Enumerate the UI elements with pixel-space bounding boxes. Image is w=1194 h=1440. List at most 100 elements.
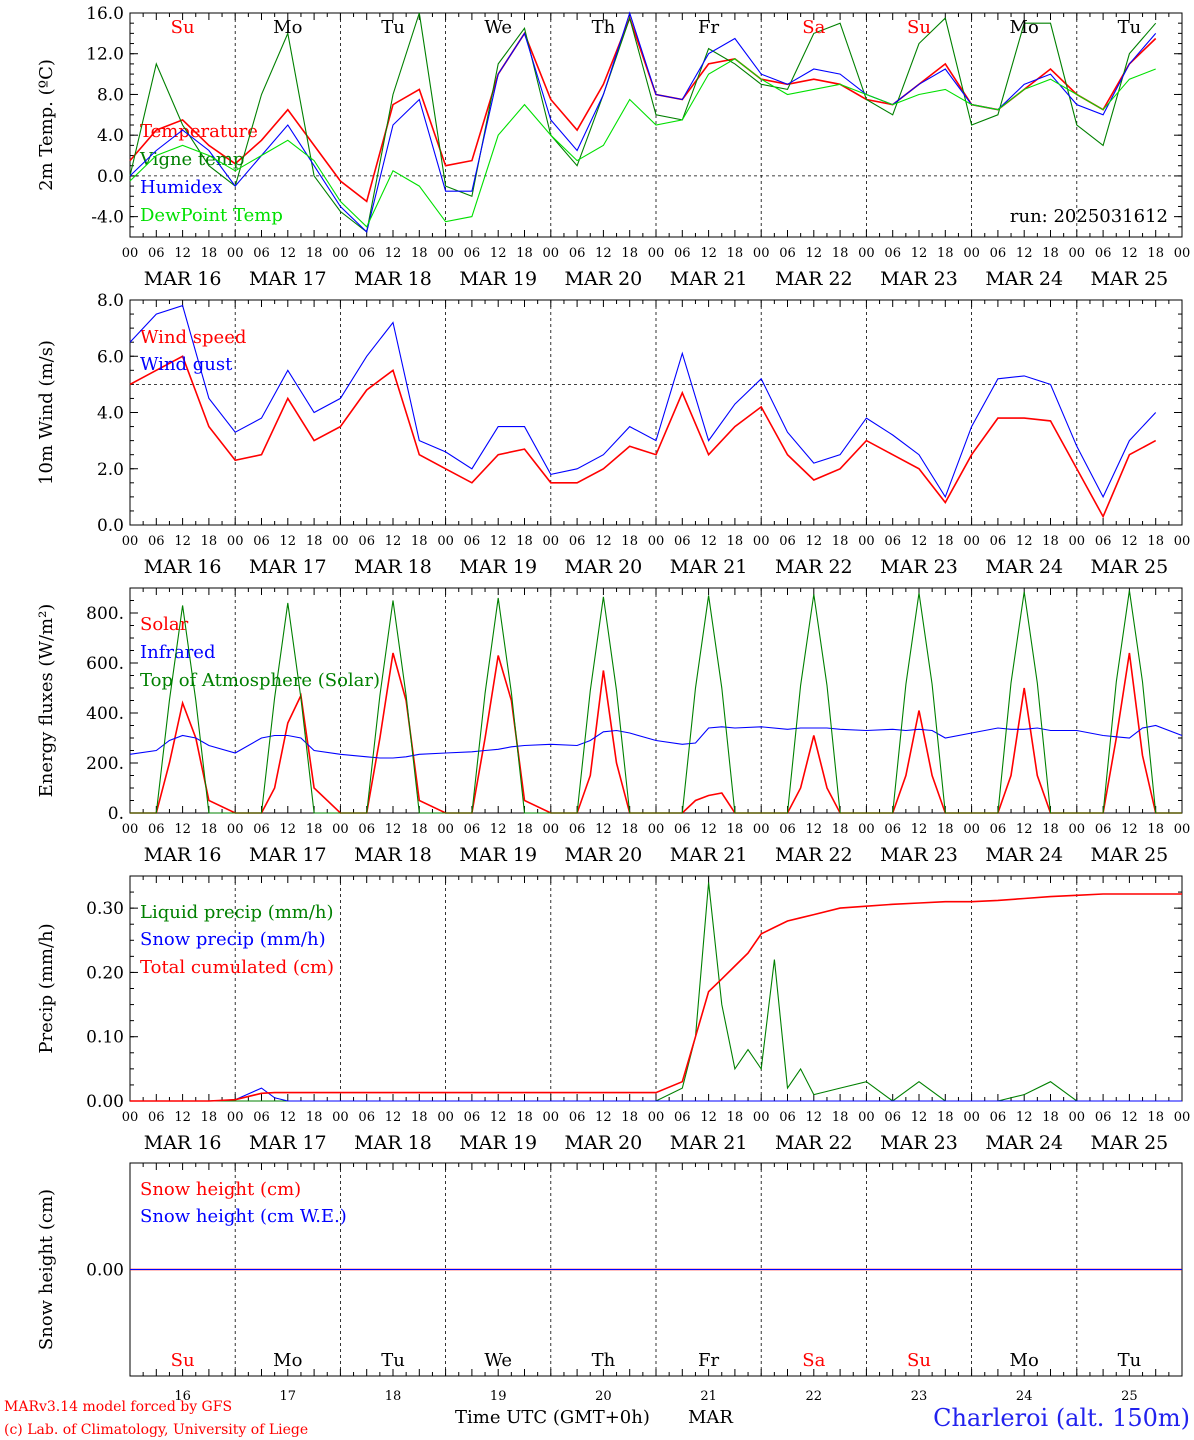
y-tick-label: 0.00 [86, 1261, 124, 1281]
y-tick-label: 0.30 [86, 899, 124, 919]
hour-tick-label: 18 [621, 822, 638, 837]
hour-tick-label: 00 [437, 1110, 454, 1125]
hour-tick-label: 00 [332, 246, 349, 261]
hour-tick-label: 06 [148, 822, 165, 837]
hour-tick-label: 06 [1095, 246, 1112, 261]
hour-tick-label: 06 [674, 1110, 691, 1125]
hour-tick-label: 06 [990, 822, 1007, 837]
hour-tick-label: 00 [753, 822, 770, 837]
weekday-label: We [484, 17, 512, 38]
series-line-vigne-temp [129, 12, 1157, 233]
hour-tick-label: 18 [727, 534, 744, 549]
hour-tick-label: 00 [122, 1110, 139, 1125]
date-label: MAR 20 [565, 1132, 643, 1154]
weekday-label: Mo [273, 1350, 302, 1371]
y-tick-label: 4.0 [97, 404, 124, 424]
y-tick-label: 16.0 [86, 4, 124, 24]
hour-tick-label: 18 [727, 822, 744, 837]
hour-tick-label: 06 [148, 1110, 165, 1125]
date-label: MAR 22 [775, 556, 853, 578]
hour-tick-label: 18 [201, 1110, 218, 1125]
hour-tick-label: 12 [806, 1110, 823, 1125]
legend-entry: Wind speed [140, 327, 246, 348]
date-label: MAR 19 [459, 556, 537, 578]
weekday-label: Tu [1118, 1350, 1142, 1371]
y-axis-label: Snow height (cm) [36, 1189, 57, 1350]
hour-tick-label: 06 [884, 246, 901, 261]
hour-tick-label: 06 [569, 246, 586, 261]
hour-tick-label: 12 [1016, 822, 1033, 837]
hour-tick-label: 00 [122, 534, 139, 549]
date-label: MAR 23 [880, 268, 958, 290]
hour-tick-label: 18 [201, 822, 218, 837]
y-tick-label: 800. [86, 604, 124, 624]
date-label: MAR 25 [1091, 1132, 1169, 1154]
weekday-label: Su [171, 1350, 195, 1371]
hour-tick-label: 12 [490, 246, 507, 261]
hour-tick-label: 12 [1121, 1110, 1138, 1125]
hour-tick-label: 12 [490, 1110, 507, 1125]
y-tick-label: 0.0 [97, 516, 124, 536]
legend-entry: Snow height (cm) [140, 1179, 301, 1200]
hour-tick-label: 12 [700, 534, 717, 549]
hour-tick-label: 12 [911, 822, 928, 837]
hour-tick-label: 18 [306, 822, 323, 837]
date-label: MAR 19 [459, 1132, 537, 1154]
date-label: MAR 23 [880, 844, 958, 866]
hour-tick-label: 00 [1174, 246, 1191, 261]
hour-tick-label: 12 [1121, 246, 1138, 261]
date-label: MAR 23 [880, 556, 958, 578]
weekday-label: Mo [273, 17, 302, 38]
hour-tick-label: 00 [963, 822, 980, 837]
weekday-label: Fr [698, 1350, 719, 1371]
hour-tick-label: 12 [911, 246, 928, 261]
y-tick-label: -4.0 [91, 208, 124, 228]
date-label: MAR 25 [1091, 844, 1169, 866]
weekday-label: Th [592, 1350, 616, 1371]
legend-entry: Top of Atmosphere (Solar) [140, 670, 380, 691]
legend-entry: Vigne temp [139, 149, 244, 170]
weekday-label: Th [592, 17, 616, 38]
hour-tick-label: 00 [648, 534, 665, 549]
date-label: MAR 17 [249, 268, 327, 290]
hour-tick-label: 00 [543, 534, 560, 549]
hour-tick-label: 18 [201, 246, 218, 261]
weekday-label: Tu [381, 1350, 405, 1371]
weekday-label: Su [907, 17, 931, 38]
hour-tick-label: 18 [1147, 534, 1164, 549]
hour-tick-label: 18 [306, 246, 323, 261]
hour-tick-label: 00 [437, 534, 454, 549]
hour-tick-label: 00 [543, 246, 560, 261]
hour-tick-label: 12 [595, 534, 612, 549]
date-label: MAR 18 [354, 268, 432, 290]
y-tick-label: 8.0 [97, 85, 124, 105]
series-line-temperature [129, 15, 1157, 203]
hour-tick-label: 00 [753, 1110, 770, 1125]
series-line-humidex [129, 11, 1157, 233]
hour-tick-label: 00 [963, 534, 980, 549]
y-tick-label: 0.0 [97, 167, 124, 187]
weekday-label: Su [907, 1350, 931, 1371]
y-tick-label: 0.00 [86, 1092, 124, 1112]
weekday-label: Fr [698, 17, 719, 38]
hour-tick-label: 18 [1042, 822, 1059, 837]
date-label: MAR 25 [1091, 556, 1169, 578]
panel-3: 0.30 0.20 0.10 0.00 Precip (mm/h) Liquid prec… [36, 875, 1190, 1154]
y-tick-label: 200. [86, 754, 124, 774]
hour-tick-label: 00 [963, 1110, 980, 1125]
date-label: MAR 20 [565, 556, 643, 578]
hour-tick-label: 18 [411, 1110, 428, 1125]
hour-tick-label: 18 [516, 246, 533, 261]
hour-tick-label: 00 [437, 822, 454, 837]
y-axis-label: Precip (mm/h) [36, 923, 57, 1053]
panel-4: 0.00 Snow height (cm) Snow height (cm) Snow… [36, 1162, 1183, 1404]
y-axis-label: 2m Temp. (ºC) [36, 59, 57, 191]
hour-tick-label: 12 [1016, 1110, 1033, 1125]
date-label: MAR 16 [144, 268, 222, 290]
y-tick-label: 6.0 [97, 347, 124, 367]
hour-tick-label: 00 [1174, 534, 1191, 549]
hour-tick-label: 00 [227, 534, 244, 549]
hour-tick-label: 00 [1069, 534, 1086, 549]
series-line-top-of-atmosphere-solar- [130, 590, 1182, 814]
date-label: MAR 23 [880, 1132, 958, 1154]
